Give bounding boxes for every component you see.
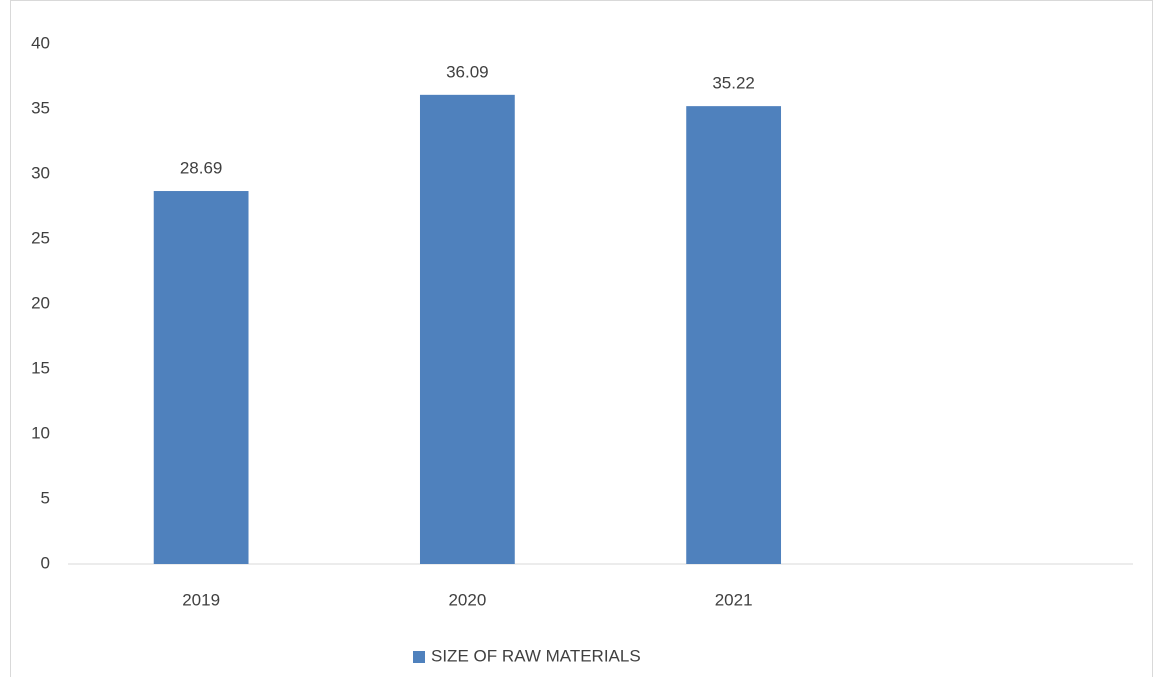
legend-label: SIZE OF RAW MATERIALS xyxy=(431,646,641,665)
x-tick-label: 2019 xyxy=(182,590,220,609)
data-label: 28.69 xyxy=(180,159,223,178)
y-tick-label: 40 xyxy=(31,33,50,52)
chart: 0 5 10 15 20 25 30 35 40 2019 2020 2021 28.69 36.09 35… xyxy=(0,0,1153,677)
y-tick-label: 35 xyxy=(31,98,50,117)
bar xyxy=(420,95,515,564)
bar xyxy=(154,191,249,564)
x-tick-label: 2020 xyxy=(448,590,486,609)
y-tick-label: 20 xyxy=(31,293,50,312)
legend-swatch xyxy=(413,651,425,663)
y-tick-label: 10 xyxy=(31,423,50,442)
data-label: 35.22 xyxy=(712,74,755,93)
y-tick-label: 25 xyxy=(31,228,50,247)
bar xyxy=(686,106,781,564)
y-tick-label: 15 xyxy=(31,358,50,377)
data-label: 36.09 xyxy=(446,62,489,81)
x-tick-label: 2021 xyxy=(715,590,753,609)
page: {"chart_data": {"type": "bar", "categori… xyxy=(0,0,1153,677)
y-tick-label: 30 xyxy=(31,163,50,182)
y-tick-label: 0 xyxy=(41,553,50,572)
y-tick-label: 5 xyxy=(41,488,50,507)
